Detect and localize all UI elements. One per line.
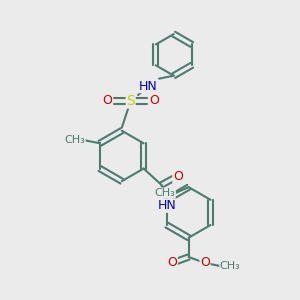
Text: O: O	[167, 256, 177, 269]
Text: O: O	[149, 94, 159, 107]
Text: O: O	[173, 169, 183, 182]
Text: CH₃: CH₃	[220, 261, 241, 271]
Text: S: S	[126, 94, 135, 108]
Text: CH₃: CH₃	[154, 188, 175, 198]
Text: O: O	[102, 94, 112, 107]
Text: CH₃: CH₃	[64, 135, 85, 145]
Text: O: O	[200, 256, 210, 269]
Text: HN: HN	[139, 80, 158, 93]
Text: HN: HN	[158, 199, 177, 212]
